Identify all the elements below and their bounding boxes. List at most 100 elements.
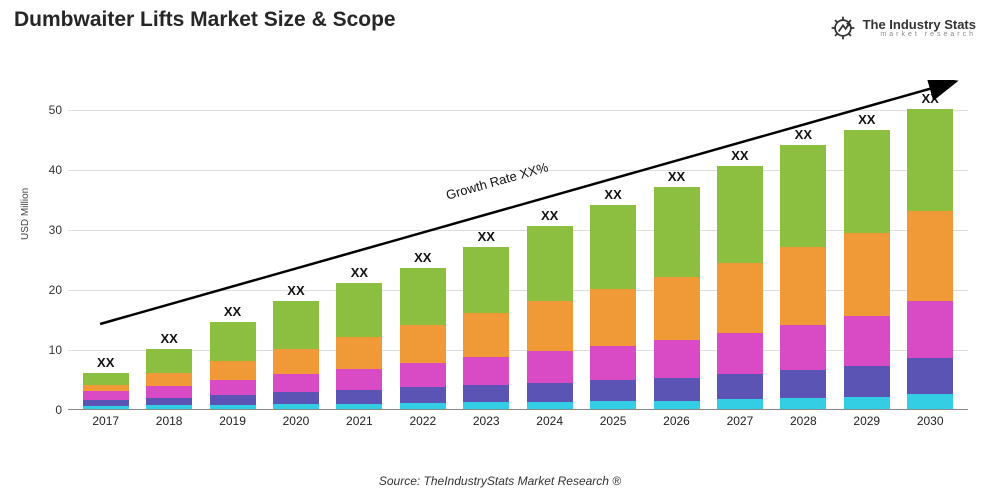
y-tick-label: 50 (32, 103, 62, 117)
bar-stack: XX (273, 301, 319, 409)
bar-top-label: XX (160, 331, 177, 346)
y-tick-label: 0 (32, 403, 62, 417)
bar-stack: XX (780, 145, 826, 409)
bar-top-label: XX (541, 208, 558, 223)
bar-segment (210, 380, 256, 395)
bar-segment (527, 301, 573, 351)
y-tick-label: 30 (32, 223, 62, 237)
bar-segment (527, 351, 573, 382)
bar-segment (83, 406, 129, 409)
bar-segment (717, 263, 763, 333)
bar-column: XX (522, 226, 578, 409)
bar-top-label: XX (795, 127, 812, 142)
bar-segment (336, 390, 382, 404)
x-tick-label: 2025 (585, 414, 641, 428)
bar-segment (83, 391, 129, 400)
bar-segment (907, 301, 953, 358)
bar-segment (780, 247, 826, 325)
bar-segment (717, 166, 763, 263)
bar-segment (527, 226, 573, 301)
bar-column: XX (458, 247, 514, 409)
bar-stack: XX (590, 205, 636, 409)
bar-stack: XX (146, 349, 192, 409)
bar-column: XX (141, 349, 197, 409)
bar-segment (146, 405, 192, 409)
bar-top-label: XX (604, 187, 621, 202)
plot-area: XXXXXXXXXXXXXXXXXXXXXXXXXXXX Growth Rate… (68, 80, 968, 410)
bar-segment (273, 374, 319, 392)
bar-segment (400, 403, 446, 409)
bar-column: XX (649, 187, 705, 409)
bar-segment (780, 370, 826, 398)
x-tick-label: 2019 (205, 414, 261, 428)
bar-segment (844, 397, 890, 409)
bar-column: XX (902, 109, 958, 409)
bar-segment (146, 373, 192, 386)
bar-segment (590, 346, 636, 380)
bar-top-label: XX (478, 229, 495, 244)
bar-segment (210, 395, 256, 405)
bar-column: XX (395, 268, 451, 409)
logo-text-top: The Industry Stats (863, 18, 976, 31)
bar-stack: XX (907, 109, 953, 409)
bar-segment (654, 277, 700, 340)
bar-segment (717, 374, 763, 399)
y-tick-label: 20 (32, 283, 62, 297)
bar-segment (844, 233, 890, 316)
bar-segment (463, 402, 509, 409)
x-tick-label: 2029 (839, 414, 895, 428)
bar-segment (717, 399, 763, 409)
bar-stack: XX (210, 322, 256, 409)
x-tick-label: 2023 (458, 414, 514, 428)
bar-column: XX (775, 145, 831, 409)
x-tick-label: 2017 (78, 414, 134, 428)
bar-column: XX (331, 283, 387, 409)
bar-top-label: XX (97, 355, 114, 370)
bar-segment (146, 398, 192, 406)
bar-segment (463, 357, 509, 385)
y-axis-label: USD Million (20, 188, 31, 240)
bar-segment (400, 387, 446, 403)
x-tick-label: 2018 (141, 414, 197, 428)
bar-stack: XX (83, 373, 129, 409)
x-tick-label: 2028 (775, 414, 831, 428)
bar-segment (717, 333, 763, 374)
bar-segment (210, 405, 256, 409)
bar-segment (210, 361, 256, 380)
bar-stack: XX (400, 268, 446, 409)
bar-segment (400, 325, 446, 363)
bar-top-label: XX (922, 91, 939, 106)
logo-text-bottom: market research (863, 31, 976, 38)
x-tick-label: 2022 (395, 414, 451, 428)
bar-top-label: XX (224, 304, 241, 319)
bar-segment (527, 383, 573, 402)
bar-segment (273, 301, 319, 349)
x-tick-label: 2024 (522, 414, 578, 428)
bar-segment (527, 402, 573, 409)
bar-top-label: XX (287, 283, 304, 298)
bar-segment (463, 385, 509, 402)
x-tick-label: 2027 (712, 414, 768, 428)
x-axis: 2017201820192020202120222023202420252026… (68, 414, 968, 428)
bar-top-label: XX (668, 169, 685, 184)
bar-segment (273, 404, 319, 409)
bar-stack: XX (336, 283, 382, 409)
x-tick-label: 2021 (331, 414, 387, 428)
bar-stack: XX (844, 130, 890, 409)
y-tick-label: 10 (32, 343, 62, 357)
bar-segment (590, 289, 636, 346)
bar-segment (590, 380, 636, 401)
bar-column: XX (839, 130, 895, 409)
brand-logo: The Industry Stats market research (829, 14, 976, 42)
chart-area: XXXXXXXXXXXXXXXXXXXXXXXXXXXX Growth Rate… (68, 80, 968, 440)
bar-column: XX (205, 322, 261, 409)
bar-column: XX (268, 301, 324, 409)
bar-segment (273, 392, 319, 404)
bar-segment (654, 340, 700, 378)
bar-segment (844, 316, 890, 366)
bar-top-label: XX (858, 112, 875, 127)
bar-segment (907, 211, 953, 301)
bar-segment (273, 349, 319, 374)
bar-segment (400, 363, 446, 387)
bar-segment (907, 394, 953, 409)
